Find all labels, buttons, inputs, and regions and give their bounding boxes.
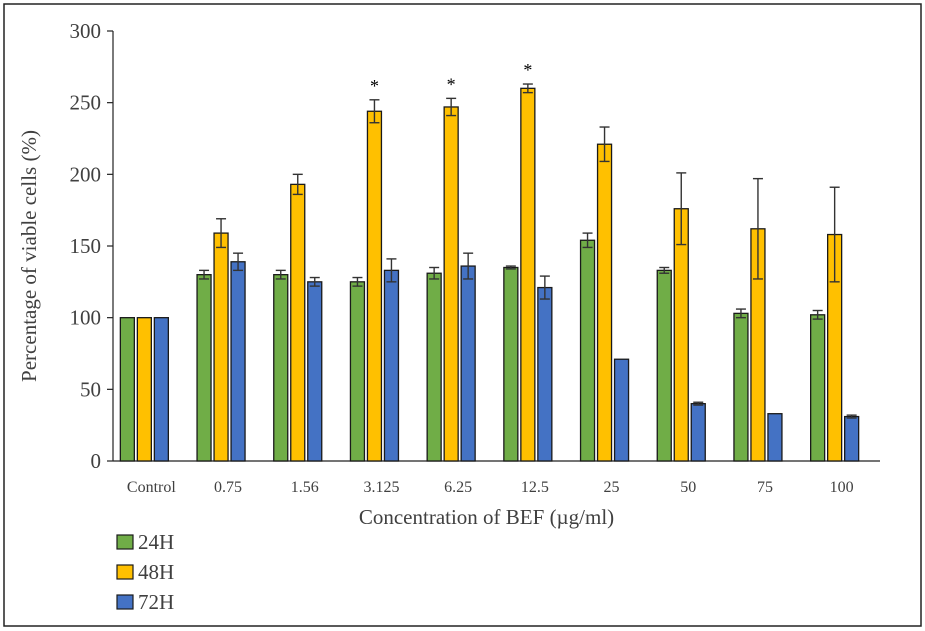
y-tick-label: 300: [70, 19, 102, 43]
bar-72h-50: [690, 403, 706, 462]
bar-24h-1_56: [273, 274, 289, 462]
error-bar: [752, 177, 763, 280]
error-bar: [309, 276, 320, 287]
error-bar: [693, 401, 704, 406]
significance-marker: *: [370, 76, 379, 96]
x-tick-label: 25: [604, 479, 620, 496]
error-bar: [292, 173, 303, 196]
x-tick-label: 0.75: [214, 479, 242, 496]
x-tick-label: 6.25: [444, 479, 472, 496]
y-tick-label: 150: [70, 234, 102, 258]
legend-label: 24H: [138, 530, 174, 554]
bar-48h-50: [673, 208, 689, 462]
y-tick-label: 250: [70, 91, 102, 115]
y-tick-label: 0: [91, 449, 102, 473]
error-bar: [522, 83, 533, 94]
bar-24h-12_5: [503, 266, 519, 462]
legend-swatch: [116, 534, 134, 550]
error-bar: [429, 266, 440, 280]
error-bar: [735, 308, 746, 319]
bar-24h-6_25: [426, 272, 442, 462]
error-bar: [352, 276, 363, 287]
bar-24h-3_125: [349, 281, 366, 462]
bar-48h-1_56: [290, 183, 306, 462]
bar-24h-25: [579, 239, 596, 462]
bar-48h-6_25: [443, 106, 459, 462]
legend-entry-48h: 48H: [116, 560, 174, 584]
legend-swatch: [116, 564, 134, 580]
error-bar: [369, 99, 380, 124]
error-bar: [539, 275, 550, 300]
bar-72h-12_5: [537, 286, 553, 462]
bar-48h-12_5: [520, 87, 536, 462]
x-tick-label: 50: [680, 479, 696, 496]
y-axis-title: Percentage of viable cells (%): [17, 130, 41, 382]
x-tick-label: 12.5: [521, 479, 549, 496]
legend-entry-72h: 72H: [116, 590, 174, 614]
error-bar: [446, 97, 457, 117]
error-bar: [233, 252, 244, 272]
error-bar: [216, 218, 227, 249]
y-tick-label: 50: [80, 377, 101, 401]
error-bar: [199, 269, 210, 280]
error-bar: [599, 126, 610, 163]
y-tick-label: 200: [70, 162, 102, 186]
bar-72h-1_56: [307, 281, 323, 462]
bar-24h-100: [810, 314, 826, 462]
x-tick-label: 75: [757, 479, 773, 496]
legend-swatch: [116, 594, 134, 610]
error-bar: [846, 414, 857, 419]
bar-24h-75: [733, 312, 749, 462]
legend-label: 48H: [138, 560, 174, 584]
error-bar: [676, 172, 687, 246]
bar-72h-100: [844, 415, 860, 462]
x-tick-label: 1.56: [291, 479, 319, 496]
x-tick-label: Control: [127, 479, 176, 496]
bar-48h-25: [596, 143, 613, 462]
x-tick-label: 3.125: [363, 479, 399, 496]
error-bar: [812, 309, 823, 320]
bar-72h-6_25: [460, 265, 476, 462]
legend-label: 72H: [138, 590, 174, 614]
y-tick-label: 100: [70, 306, 102, 330]
bar-72h-75: [767, 413, 783, 462]
bar-24h-Control: [119, 317, 135, 462]
significance-marker: *: [447, 74, 456, 94]
bar-24h-50: [656, 269, 672, 462]
bar-72h-0_75: [230, 261, 246, 462]
error-bar: [505, 265, 516, 270]
error-bar: [275, 269, 286, 280]
error-bar: [463, 252, 474, 280]
bar-48h-Control: [136, 317, 153, 462]
error-bar: [829, 186, 840, 283]
significance-marker: *: [523, 60, 532, 80]
error-bar: [582, 232, 593, 249]
error-bar: [386, 258, 397, 283]
bar-48h-3_125: [366, 110, 383, 462]
bar-24h-0_75: [196, 274, 212, 462]
bar-72h-25: [613, 358, 630, 462]
bar-72h-3_125: [383, 269, 400, 462]
legend-entry-24h: 24H: [116, 530, 174, 554]
x-axis-title: Concentration of BEF (µg/ml): [359, 505, 614, 529]
error-bar: [659, 266, 670, 274]
bar-72h-Control: [153, 317, 170, 462]
x-tick-label: 100: [830, 479, 854, 496]
bar-48h-0_75: [213, 232, 229, 462]
